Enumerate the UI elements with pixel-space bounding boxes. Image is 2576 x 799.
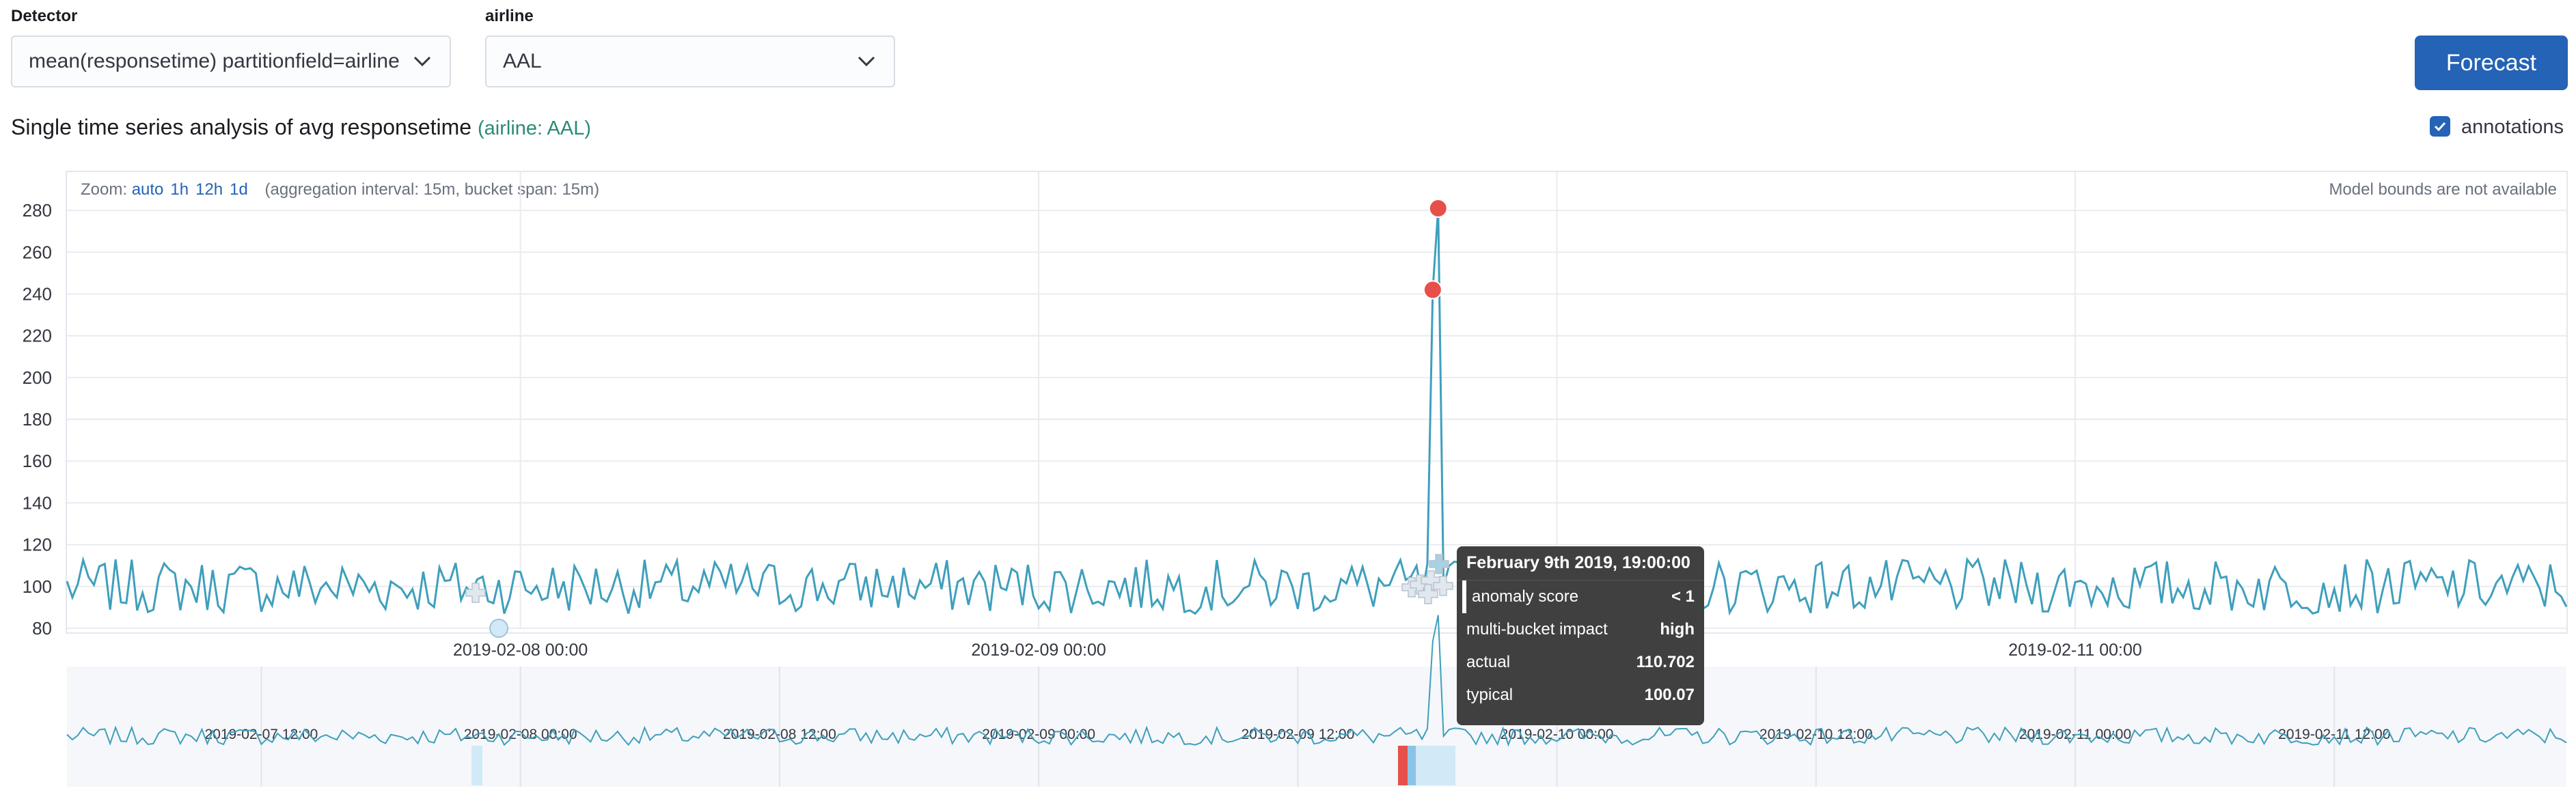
airline-select-value: AAL: [503, 50, 542, 72]
y-tick-label: 100: [23, 576, 52, 597]
chevron-down-icon: [858, 56, 875, 67]
y-tick-label: 280: [23, 200, 52, 221]
zoom-row: Zoom: auto 1h 12h 1d (aggregation interval:…: [81, 180, 599, 199]
y-tick-label: 140: [23, 492, 52, 513]
context-tick-label: 2019-02-07 12:00: [205, 727, 318, 742]
detector-label: Detector: [11, 7, 78, 25]
detector-select[interactable]: mean(responsetime) partitionfield=airlin…: [11, 36, 451, 87]
y-tick-label: 80: [32, 618, 52, 639]
context-tick-label: 2019-02-11 12:00: [2278, 727, 2390, 742]
y-tick-label: 220: [23, 326, 52, 346]
detector-select-value: mean(responsetime) partitionfield=airlin…: [29, 50, 400, 72]
anomaly-tooltip: February 9th 2019, 19:00:00 anomaly scor…: [1457, 546, 1704, 725]
context-tick-label: 2019-02-10 00:00: [1501, 727, 1614, 742]
context-tick-label: 2019-02-09 12:00: [1241, 727, 1354, 742]
context-series-line: [66, 615, 2567, 747]
y-tick-label: 200: [23, 367, 52, 388]
swimlane-cell: [1398, 746, 1408, 785]
tooltip-row-value: high: [1660, 620, 1695, 639]
y-tick-label: 240: [23, 283, 52, 304]
context-tick-label: 2019-02-08 00:00: [464, 727, 577, 742]
aggregation-text: (aggregation interval: 15m, bucket span:…: [264, 180, 600, 199]
zoom-1h-link[interactable]: 1h: [170, 180, 189, 199]
x-axis: 2019-02-08 00:00 2019-02-09 00:00 2019-02-…: [453, 641, 2142, 660]
tooltip-title: February 9th 2019, 19:00:00: [1457, 546, 1704, 580]
airline-label: airline: [485, 7, 534, 25]
y-tick-label: 180: [23, 409, 52, 430]
tooltip-row-value: < 1: [1671, 587, 1695, 606]
page-subtitle: (airline: AAL): [477, 117, 591, 139]
context-background: [67, 667, 2566, 787]
swimlane-cell: [1408, 746, 1416, 785]
tooltip-row-value: 110.702: [1636, 653, 1695, 671]
x-tick-label: 2019-02-11 00:00: [2008, 641, 2142, 660]
focus-chart-frame: Zoom: auto 1h 12h 1d (aggregation interval:…: [66, 171, 2568, 634]
zoom-auto-link[interactable]: auto: [131, 180, 164, 199]
y-axis: 280 260 240 220 200 180 160 140 120 100 80: [23, 200, 52, 639]
tooltip-row: multi-bucket impact high: [1457, 613, 1704, 646]
page-title-text: Single time series analysis of avg respo…: [11, 115, 472, 139]
annotations-checkbox[interactable]: [2430, 116, 2450, 137]
zoom-12h-link[interactable]: 12h: [195, 180, 223, 199]
tooltip-row: typical 100.07: [1457, 679, 1704, 712]
y-tick-label: 120: [23, 535, 52, 555]
context-tick-label: 2019-02-11 00:00: [2019, 727, 2131, 742]
context-chart[interactable]: 2019-02-07 12:00 2019-02-08 00:00 2019-02-…: [66, 615, 2567, 787]
page-title: Single time series analysis of avg respo…: [11, 115, 591, 140]
y-tick-label: 160: [23, 451, 52, 471]
context-tick-label: 2019-02-10 12:00: [1759, 727, 1873, 742]
x-tick-label: 2019-02-08 00:00: [453, 641, 588, 660]
tooltip-row-label: actual: [1466, 653, 1511, 671]
y-tick-label: 260: [23, 242, 52, 262]
zoom-1d-link[interactable]: 1d: [230, 180, 248, 199]
annotations-label: annotations: [2461, 116, 2564, 138]
context-tick-label: 2019-02-09 00:00: [982, 727, 1095, 742]
forecast-button[interactable]: Forecast: [2415, 36, 2568, 90]
x-tick-label: 2019-02-09 00:00: [971, 641, 1106, 660]
chevron-down-icon: [413, 56, 431, 67]
tooltip-row-label: multi-bucket impact: [1466, 620, 1608, 639]
tooltip-row: anomaly score < 1: [1462, 580, 1704, 613]
model-bounds-text: Model bounds are not available: [2329, 180, 2557, 199]
swimlane-cell: [1416, 746, 1455, 785]
check-icon: [2434, 122, 2446, 132]
tooltip-row-label: anomaly score: [1472, 587, 1579, 606]
tooltip-row-label: typical: [1466, 686, 1513, 704]
swimlane-cell: [471, 746, 482, 785]
zoom-label: Zoom:: [81, 180, 128, 199]
tooltip-row-value: 100.07: [1644, 686, 1695, 704]
tooltip-row: actual 110.702: [1457, 646, 1704, 679]
context-tick-label: 2019-02-08 12:00: [723, 727, 836, 742]
airline-select[interactable]: AAL: [485, 36, 895, 87]
